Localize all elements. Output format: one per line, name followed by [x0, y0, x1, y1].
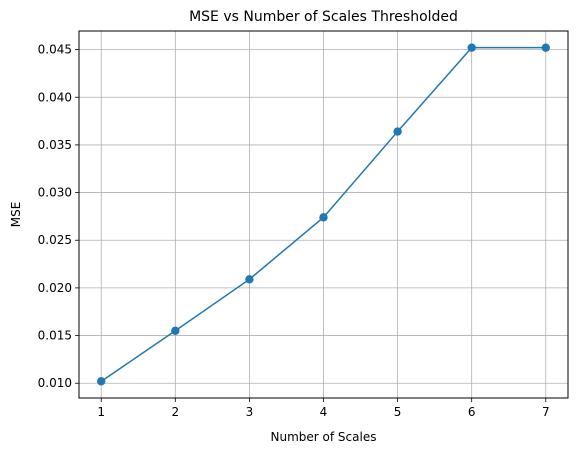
- x-axis-label: Number of Scales: [271, 430, 377, 444]
- y-tick-label: 0.035: [38, 138, 72, 152]
- data-point: [171, 326, 180, 335]
- x-tick-label: 5: [394, 405, 402, 419]
- y-tick-label: 0.015: [38, 329, 72, 343]
- x-tick-label: 2: [171, 405, 179, 419]
- x-tick-label: 7: [542, 405, 550, 419]
- series-layer: [97, 43, 550, 386]
- data-point: [393, 127, 402, 136]
- y-axis-label: MSE: [9, 202, 23, 228]
- x-tick-label: 4: [320, 405, 328, 419]
- data-point: [541, 43, 550, 52]
- ticks: 1 2 3 4 5 6 7 0.010 0.015 0.020 0.025 0.030 0.035 0.0…: [38, 43, 550, 419]
- grid: [79, 31, 568, 398]
- data-point: [467, 43, 476, 52]
- x-tick-label: 6: [468, 405, 476, 419]
- y-tick-label: 0.030: [38, 186, 72, 200]
- y-tick-label: 0.045: [38, 43, 72, 57]
- y-tick-label: 0.010: [38, 376, 72, 390]
- chart-title: MSE vs Number of Scales Thresholded: [189, 9, 458, 25]
- y-tick-label: 0.025: [38, 233, 72, 247]
- x-tick-label: 3: [246, 405, 254, 419]
- data-point: [245, 275, 254, 284]
- data-point: [319, 213, 328, 222]
- y-tick-label: 0.040: [38, 90, 72, 104]
- y-tick-label: 0.020: [38, 281, 72, 295]
- x-tick-label: 1: [97, 405, 105, 419]
- data-point: [97, 377, 106, 386]
